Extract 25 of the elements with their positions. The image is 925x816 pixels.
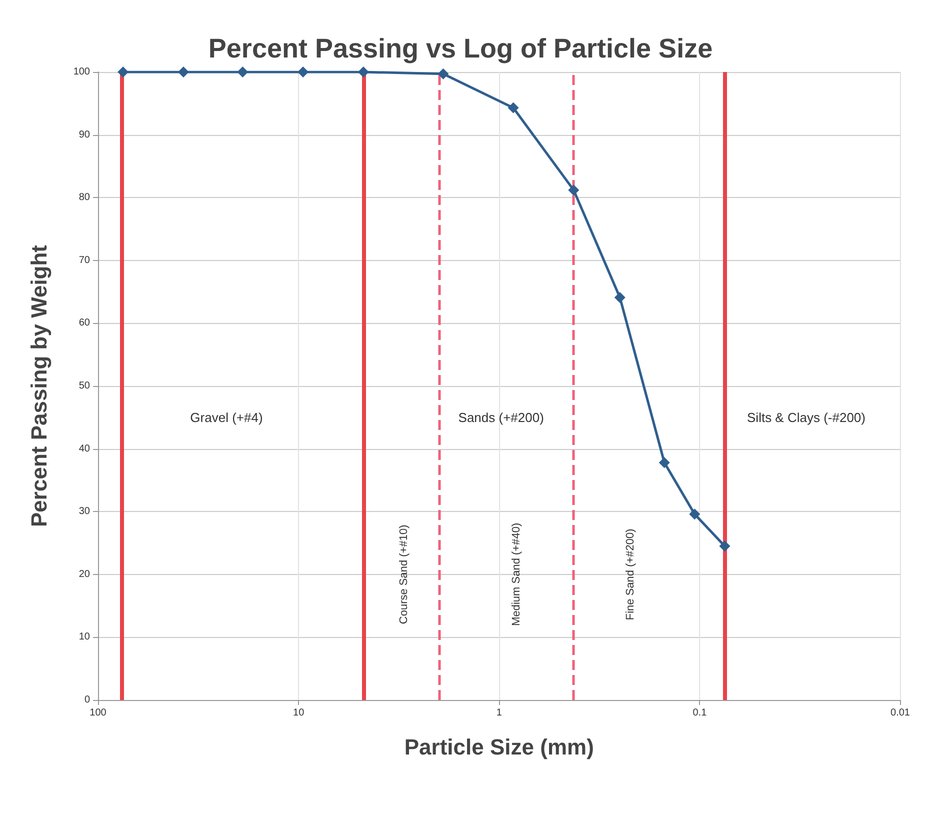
y-axis-title: Percent Passing by Weight xyxy=(26,244,52,528)
y-tick-label: 10 xyxy=(78,632,90,643)
annotation: Medium Sand (+#40) xyxy=(510,522,522,626)
x-tick-label: 0.1 xyxy=(692,708,708,718)
annotation: Course Sand (+#10) xyxy=(398,524,410,624)
y-tick-label: 50 xyxy=(78,380,90,392)
annotation: Silts & Clays (-#200) xyxy=(747,410,866,425)
x-axis-title: Particle Size (mm) xyxy=(404,734,594,760)
y-tick-label: 80 xyxy=(78,192,90,204)
annotation: Sands (+#200) xyxy=(458,410,544,425)
y-tick-label: 70 xyxy=(78,254,90,266)
y-tick-label: 60 xyxy=(78,318,90,329)
y-tick-label: 30 xyxy=(78,506,90,518)
chart-title: Percent Passing vs Log of Particle Size xyxy=(208,34,713,64)
annotation: Gravel (+#4) xyxy=(190,410,263,425)
x-tick-label: 0.01 xyxy=(890,708,910,718)
annotation: Fine Sand (+#200) xyxy=(624,528,636,620)
y-tick-label: 100 xyxy=(73,66,90,78)
y-tick-label: 40 xyxy=(78,443,90,454)
x-tick-label: 10 xyxy=(293,708,305,718)
x-tick-label: 1 xyxy=(496,708,502,718)
y-tick-label: 90 xyxy=(78,129,90,140)
x-tick-label: 100 xyxy=(90,708,107,718)
y-tick-label: 20 xyxy=(78,568,90,580)
y-tick-label: 0 xyxy=(84,694,90,706)
